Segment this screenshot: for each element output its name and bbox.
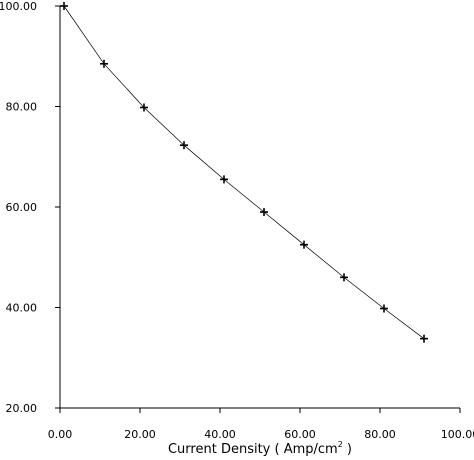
series-group [60, 2, 428, 343]
x-tick-label: 80.00 [364, 428, 396, 441]
data-point-marker [140, 103, 148, 112]
y-tick-label: 40.00 [6, 302, 38, 315]
x-axis-ticks: 0.00 20.00 40.00 60.00 80.00 100.00 [48, 408, 474, 441]
x-tick-label: 20.00 [124, 428, 156, 441]
data-point-marker [380, 304, 388, 313]
x-axis-title: Current Density ( Amp/cm2 ) [168, 440, 352, 457]
data-point-marker [300, 240, 308, 249]
axes [59, 6, 460, 409]
y-tick-label: 100.00 [0, 0, 37, 13]
data-point-marker [420, 334, 428, 343]
x-tick-label: 60.00 [284, 428, 316, 441]
data-point-marker [340, 273, 348, 282]
data-point-marker [100, 59, 108, 68]
data-point-marker [180, 141, 188, 150]
data-point-marker [60, 2, 68, 10]
x-tick-label: 0.00 [48, 428, 73, 441]
data-point-marker [260, 208, 268, 217]
x-tick-label: 100.00 [441, 428, 474, 441]
x-axis-title-close: ) [343, 442, 352, 457]
series-line [63, 5, 425, 339]
x-tick-label: 40.00 [204, 428, 236, 441]
x-axis-title-main: Current Density ( Amp/cm [168, 442, 338, 457]
y-tick-label: 20.00 [6, 402, 38, 415]
x-axis-title-superscript: 2 [338, 440, 343, 449]
y-tick-label: 80.00 [6, 101, 38, 114]
y-tick-label: 60.00 [6, 201, 38, 214]
data-point-marker [220, 175, 228, 184]
y-axis-ticks: 20.00 40.00 60.00 80.00 100.00 [0, 0, 60, 415]
